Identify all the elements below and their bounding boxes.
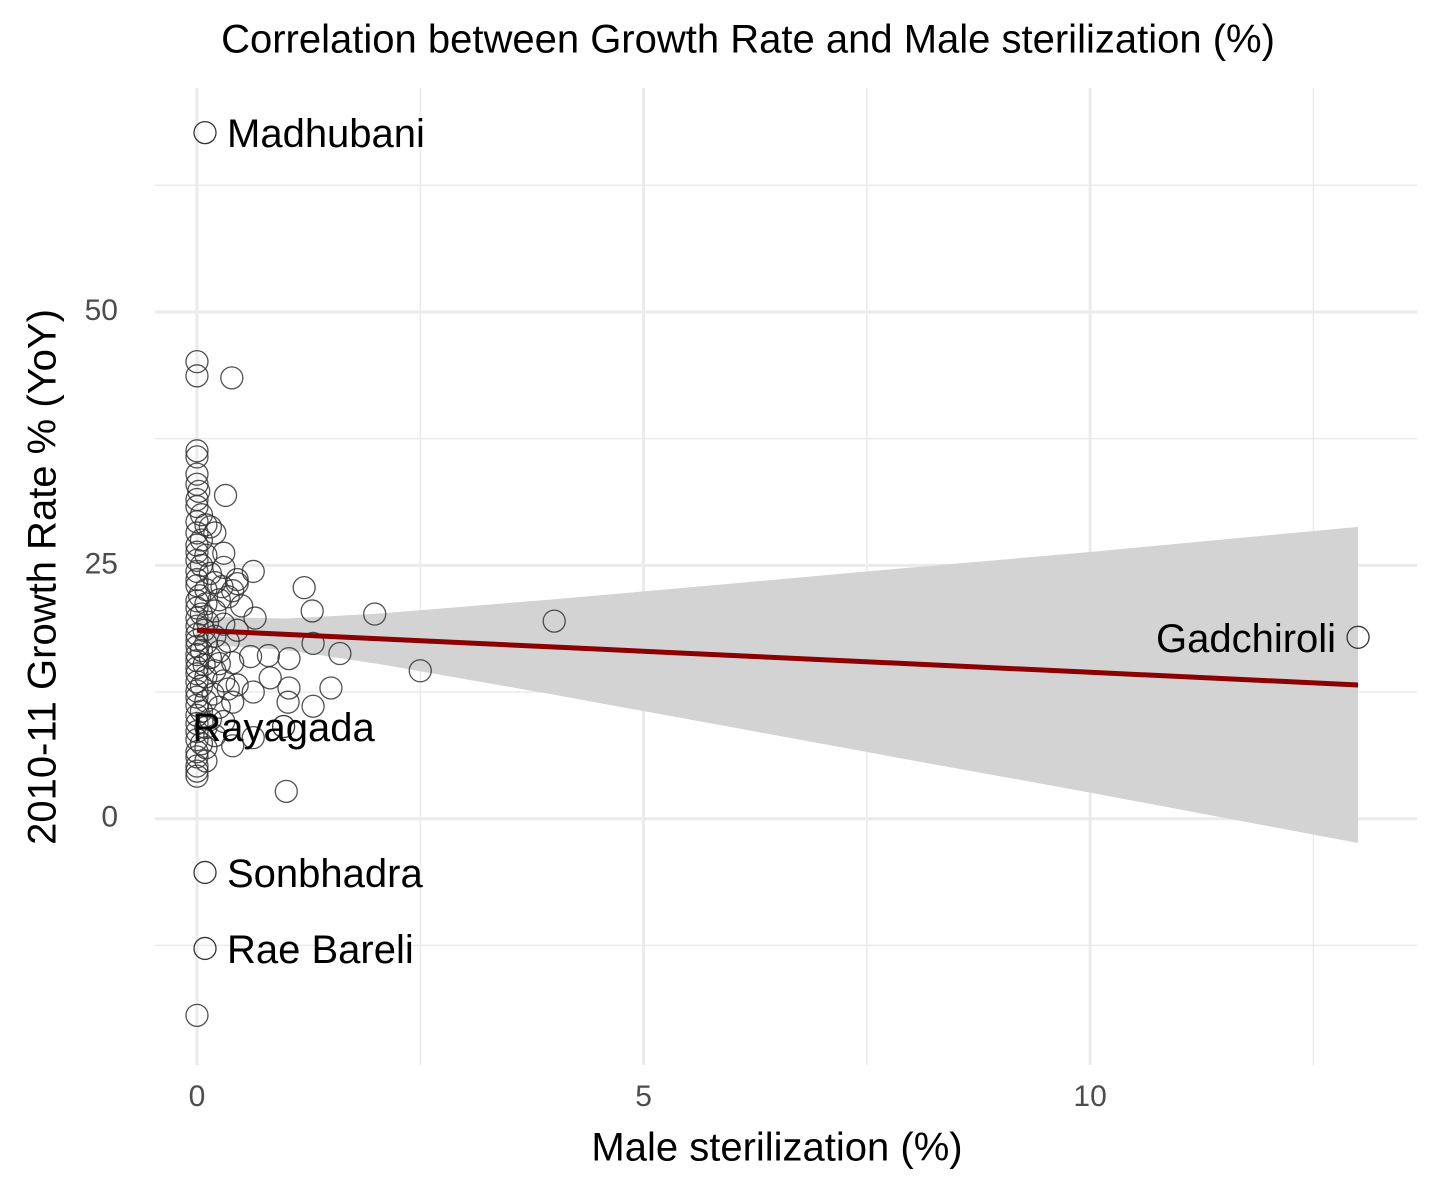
point	[189, 602, 214, 626]
point	[185, 754, 209, 778]
point	[258, 666, 282, 690]
x-tick-label: 5	[635, 1080, 652, 1113]
point	[185, 703, 209, 727]
point	[301, 631, 325, 656]
point	[185, 1003, 209, 1027]
point	[185, 728, 209, 752]
point	[210, 574, 234, 599]
point	[185, 364, 209, 388]
point	[185, 510, 209, 534]
point	[189, 674, 214, 698]
point	[408, 659, 432, 683]
point	[363, 602, 387, 626]
point	[300, 599, 324, 623]
point	[194, 513, 218, 537]
point	[185, 533, 209, 557]
point	[241, 680, 265, 704]
point	[185, 628, 209, 652]
labeled-point	[1346, 625, 1370, 649]
point	[203, 570, 227, 595]
point	[203, 723, 227, 748]
x-tick-label: 10	[1073, 1080, 1106, 1113]
labeled-point	[193, 120, 217, 145]
x-tick-label: 0	[189, 1080, 206, 1113]
point	[277, 646, 301, 671]
point	[221, 690, 245, 714]
point	[185, 462, 209, 486]
y-axis-label: 2010-11 Growth Rate % (YoY)	[21, 309, 65, 845]
point	[241, 725, 265, 750]
labeled-point	[193, 936, 217, 961]
point	[319, 676, 343, 700]
point	[201, 682, 225, 706]
point	[238, 644, 263, 669]
point	[185, 648, 209, 673]
point	[243, 606, 267, 630]
point	[189, 528, 214, 552]
x-axis-label: Male sterilization (%)	[591, 1126, 962, 1170]
point	[213, 483, 238, 508]
confidence-band	[196, 526, 1359, 844]
point	[207, 695, 231, 719]
point	[212, 555, 236, 580]
point	[185, 445, 209, 469]
point	[212, 709, 236, 734]
point	[185, 662, 209, 686]
point	[187, 479, 211, 504]
point	[185, 540, 209, 564]
point	[185, 719, 209, 744]
point	[185, 764, 209, 788]
point	[185, 548, 209, 572]
y-tick-label: 50	[85, 294, 118, 327]
labeled-point	[193, 860, 217, 885]
point	[207, 652, 231, 676]
labeled-point	[271, 714, 296, 739]
point	[203, 521, 227, 545]
point	[542, 609, 566, 633]
point	[212, 541, 236, 565]
point	[185, 521, 209, 545]
point	[185, 679, 209, 703]
point	[185, 656, 209, 680]
y-tick-label: 25	[85, 547, 118, 580]
point	[207, 588, 231, 612]
point	[277, 676, 301, 700]
point	[221, 734, 245, 758]
point	[185, 740, 209, 764]
point	[203, 659, 227, 683]
point-label: Gadchiroli	[1156, 617, 1336, 661]
point	[274, 779, 298, 804]
point-label: Sonbhadra	[227, 852, 423, 896]
point	[328, 641, 352, 666]
point	[185, 622, 209, 646]
point-label: Madhubani	[227, 112, 425, 156]
point	[220, 366, 244, 390]
point-label: Rae Bareli	[227, 928, 414, 972]
fit-line	[196, 627, 1359, 688]
point	[229, 594, 254, 618]
point	[292, 575, 316, 600]
point-label: Rayagada	[192, 706, 375, 750]
point	[189, 503, 214, 527]
point	[185, 759, 209, 783]
point	[189, 699, 214, 723]
point	[185, 349, 209, 374]
point	[185, 670, 209, 694]
point	[301, 694, 325, 718]
point	[185, 567, 209, 592]
point	[241, 559, 265, 584]
point	[189, 638, 214, 663]
point	[198, 515, 223, 539]
y-tick-label: 0	[101, 801, 118, 834]
point	[225, 673, 249, 697]
chart-title: Correlation between Growth Rate and Male…	[221, 18, 1275, 62]
point	[276, 690, 300, 714]
point	[185, 439, 209, 463]
point	[203, 599, 227, 623]
